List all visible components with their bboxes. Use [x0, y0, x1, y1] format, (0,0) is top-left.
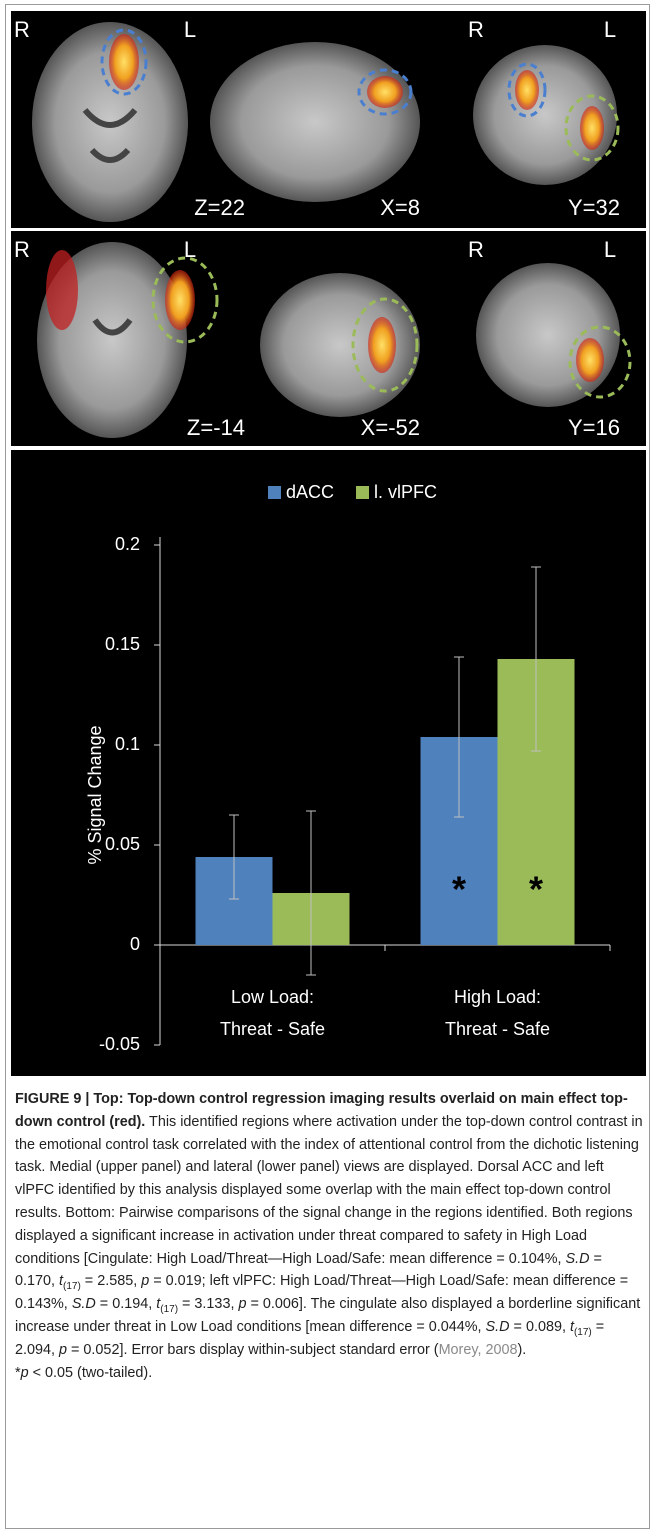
orientation-label: L — [184, 237, 196, 262]
activation — [576, 338, 604, 382]
caption-italic: S.D — [486, 1319, 510, 1335]
x-tick-label: Threat - Safe — [220, 1019, 325, 1039]
caption-italic: p — [59, 1342, 67, 1358]
y-tick-label: 0.1 — [115, 734, 140, 754]
significance-marker: * — [529, 869, 543, 910]
activation — [109, 34, 139, 90]
activation — [165, 270, 195, 330]
slice-coordinate: X=8 — [380, 195, 420, 220]
y-tick-label: 0 — [130, 934, 140, 954]
activation — [368, 317, 396, 373]
caption-italic: p — [21, 1365, 29, 1381]
caption-normal: < 0.05 (two-tailed). — [29, 1365, 153, 1381]
orientation-label: R — [14, 237, 30, 262]
y-tick-label: 0.05 — [105, 834, 140, 854]
legend-label: l. vlPFC — [374, 482, 437, 502]
orientation-label: R — [468, 17, 484, 42]
caption-normal: = 0.194, — [96, 1296, 156, 1312]
x-tick-label: Low Load: — [231, 987, 314, 1007]
significance-marker: * — [452, 869, 466, 910]
caption-normal: = 0.089, — [510, 1319, 570, 1335]
slice-coordinate: X=-52 — [361, 415, 420, 440]
coronal-slice — [476, 263, 620, 407]
slice-coordinate: Z=22 — [194, 195, 245, 220]
caption-link[interactable]: Morey, 2008 — [439, 1342, 518, 1358]
activation — [580, 106, 604, 150]
legend-label: dACC — [286, 482, 334, 502]
y-tick-label: 0.2 — [115, 534, 140, 554]
activation — [367, 76, 403, 108]
caption-italic: S.D — [72, 1296, 96, 1312]
slice-coordinate: Y=16 — [568, 415, 620, 440]
y-tick-label: 0.15 — [105, 634, 140, 654]
y-tick-label: -0.05 — [99, 1034, 140, 1054]
caption-normal: = 0.052]. Error bars display within-subj… — [67, 1342, 439, 1358]
slice-coordinate: Z=-14 — [187, 415, 245, 440]
caption-sub: (17) — [63, 1281, 81, 1292]
slice-coordinate: Y=32 — [568, 195, 620, 220]
caption-sub: (17) — [574, 1327, 592, 1338]
orientation-label: L — [184, 17, 196, 42]
legend-swatch — [356, 486, 369, 499]
page: R L Z=22 X=8 R L Y=32 R L Z=-14 X=-52 R L Y=16 -0.05 0 0… — [0, 0, 657, 1535]
x-tick-label: High Load: — [454, 987, 541, 1007]
figure: R L Z=22 X=8 R L Y=32 R L Z=-14 X=-52 R L Y=16 -0.05 0 0… — [0, 0, 657, 1082]
orientation-label: R — [14, 17, 30, 42]
y-axis-title: % Signal Change — [85, 725, 105, 864]
figure-caption: FIGURE 9 | Top: Top-down control regress… — [15, 1088, 643, 1384]
legend-swatch — [268, 486, 281, 499]
orientation-label: L — [604, 237, 616, 262]
caption-sub: (17) — [160, 1304, 178, 1315]
activation — [46, 250, 78, 330]
x-tick-label: Threat - Safe — [445, 1019, 550, 1039]
activation — [515, 70, 539, 110]
sagittal-slice — [210, 42, 420, 202]
orientation-label: R — [468, 237, 484, 262]
caption-normal: = 3.133, — [178, 1296, 238, 1312]
caption-normal: ). — [518, 1342, 527, 1358]
orientation-label: L — [604, 17, 616, 42]
caption-normal: = 2.585, — [81, 1273, 141, 1289]
caption-normal: This identified regions where activation… — [15, 1114, 643, 1267]
caption-italic: S.D — [566, 1251, 590, 1267]
